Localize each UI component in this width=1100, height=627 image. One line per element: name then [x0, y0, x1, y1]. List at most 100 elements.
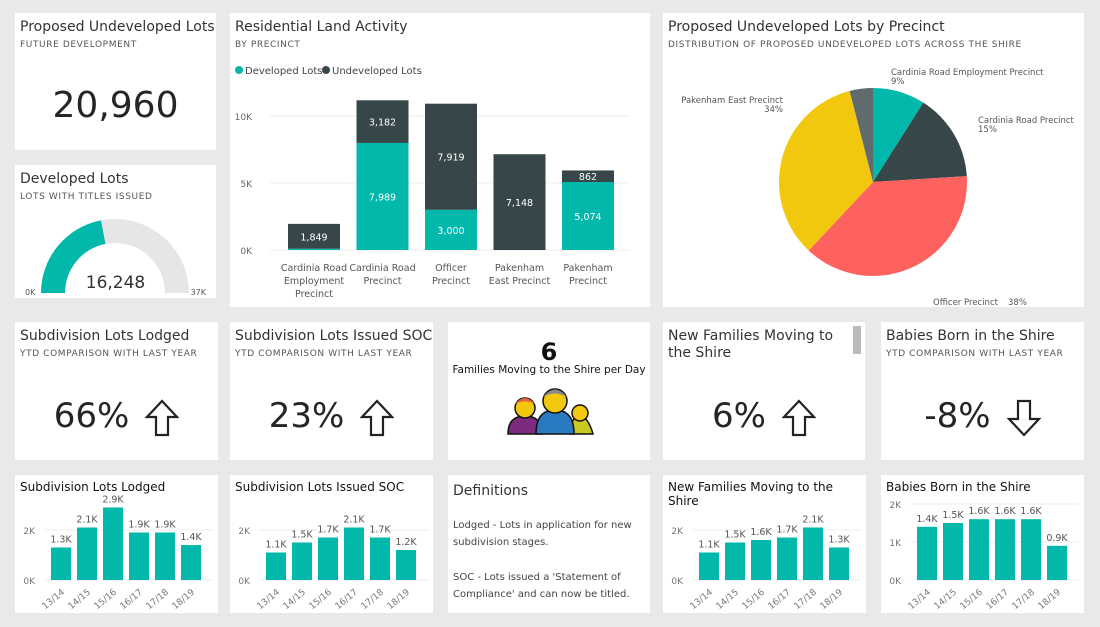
x-tick-label: 18/19: [819, 587, 846, 612]
bar-developed: [356, 142, 409, 250]
bar-developed: [288, 248, 340, 250]
definitions-card[interactable]: Definitions Lodged - Lots in application…: [448, 475, 650, 613]
y-tick-label: 0K: [671, 577, 684, 587]
families-value: 6: [540, 338, 558, 366]
data-label: 1.9K: [128, 520, 150, 531]
bar-developed: [425, 209, 477, 250]
bar-chart: 0K 2K 1.1K 13/14 1.5K 14/15 1.7K 15/16 2.1K 16/17…: [238, 515, 428, 612]
proposed-lots-card[interactable]: Proposed Undeveloped Lots FUTURE DEVELOP…: [15, 13, 216, 150]
bar-chart-card[interactable]: Babies Born in the Shire 0K 1K 2K 1.4K 13/14 1…: [881, 475, 1084, 613]
x-tick-label: Pakenham: [563, 263, 612, 274]
families-per-day-card[interactable]: 6 Families Moving to the Shire per Day: [448, 322, 650, 460]
arrow-up-icon: [781, 398, 816, 436]
bar: [155, 532, 175, 580]
x-tick-label: 16/17: [334, 588, 360, 612]
card-subtitle: YTD COMPARISON WITH LAST YEAR: [20, 349, 198, 359]
data-label: 7,919: [437, 153, 464, 164]
y-tick-label: 10K: [235, 113, 253, 123]
data-label: 2.1K: [76, 515, 98, 526]
bar-chart-card[interactable]: New Families Moving to the Shire 0K 2K 1.1K…: [663, 475, 866, 613]
bar-chart: 0K 2K 1.1K 13/14 1.5K 14/15 1.6K 15/16 1.7K 16/17…: [671, 515, 861, 612]
y-tick-label: 1K: [889, 539, 902, 549]
arrow-up-icon: [360, 398, 395, 436]
x-tick-label: East Precinct: [489, 276, 551, 287]
gauge-value: 16,248: [85, 273, 146, 293]
precinct-pie-card[interactable]: Proposed Undeveloped Lots by Precinct DI…: [663, 13, 1084, 307]
bar-undeveloped: [288, 223, 340, 249]
card-subtitle: DISTRIBUTION OF PROPOSED UNDEVELOPED LOT…: [668, 40, 1022, 50]
legend-marker: [235, 66, 243, 74]
card-value: 20,960: [52, 85, 179, 126]
x-tick-label: 18/19: [171, 587, 198, 612]
y-tick-label: 0K: [238, 577, 251, 587]
bar: [77, 527, 97, 580]
bar: [51, 547, 71, 580]
y-tick-label: 2K: [23, 527, 36, 537]
bar: [129, 532, 149, 580]
x-tick-label: Employment: [284, 276, 344, 287]
x-tick-label: 16/17: [119, 588, 145, 612]
slice-name: Officer Precinct: [933, 298, 999, 307]
data-label: 3,182: [369, 118, 396, 129]
developed-lots-card[interactable]: Developed Lots LOTS WITH TITLES ISSUED 1…: [15, 165, 216, 298]
bar: [969, 519, 989, 580]
bar: [266, 552, 286, 580]
x-tick-label: 16/17: [985, 588, 1011, 612]
card-title: Babies Born in the Shire: [886, 328, 1055, 344]
data-label: 1.6K: [968, 506, 990, 517]
kpi-card[interactable]: Babies Born in the Shire YTD COMPARISON W…: [881, 322, 1084, 460]
pie-slice: [779, 90, 873, 251]
bar-chart: 0K 1K 2K 1.4K 13/14 1.5K 14/15 1.6K 15/16 1.6K 16/…: [889, 501, 1079, 612]
kpi-card[interactable]: Subdivision Lots Issued SOC YTD COMPARISO…: [230, 322, 433, 460]
chart-title: Subdivision Lots Issued SOC: [235, 480, 405, 494]
x-tick-label: 17/18: [793, 587, 820, 612]
bar: [344, 527, 364, 580]
family-icon: [507, 388, 594, 435]
x-tick-label: 15/16: [741, 587, 768, 612]
x-tick-label: Precinct: [569, 276, 607, 287]
x-tick-label: Precinct: [295, 289, 333, 300]
data-label: 1.6K: [1020, 506, 1042, 517]
slice-pct: 38%: [1008, 298, 1027, 307]
x-tick-label: 14/15: [715, 588, 741, 612]
kpi-value: 66%: [53, 396, 130, 436]
bar-chart-card[interactable]: Subdivision Lots Issued SOC 0K 2K 1.1K 13/14…: [230, 475, 433, 613]
bar: [370, 537, 390, 580]
card-subtitle: YTD COMPARISON WITH LAST YEAR: [886, 349, 1064, 359]
data-label: 2.1K: [343, 515, 365, 526]
data-label: 1.4K: [180, 532, 202, 543]
residential-land-activity-card[interactable]: Residential Land Activity BY PRECINCT De…: [230, 13, 650, 307]
families-label: Families Moving to the Shire per Day: [452, 364, 646, 376]
x-tick-label: 14/15: [933, 588, 959, 612]
x-tick-label: Precinct: [432, 276, 470, 287]
x-tick-label: 13/14: [689, 587, 716, 612]
card-title: Proposed Undeveloped Lots: [20, 19, 215, 35]
x-tick-label: 13/14: [907, 587, 934, 612]
data-label: 1.5K: [724, 530, 746, 541]
legend-label: Undeveloped Lots: [332, 66, 422, 77]
bar: [699, 552, 719, 580]
slice-pct: 9%: [891, 77, 905, 87]
kpi-card[interactable]: New Families Moving to the Shire 6%: [663, 322, 865, 460]
bar-chart-card[interactable]: Subdivision Lots Lodged 0K 2K 1.3K 13/14 2.1K…: [15, 475, 218, 613]
data-label: 0.9K: [1046, 533, 1068, 544]
x-tick-label: 17/18: [1011, 587, 1038, 612]
stacked-bar-chart: Developed Lots Undeveloped Lots 0K 5K 10K 1,8…: [235, 66, 630, 300]
bar: [181, 545, 201, 580]
data-label: 1.7K: [317, 525, 339, 536]
card-subtitle: FUTURE DEVELOPMENT: [20, 40, 137, 50]
arrow-up-icon: [145, 398, 180, 436]
bar: [292, 542, 312, 580]
chart-title: Babies Born in the Shire: [886, 480, 1031, 494]
bar: [1021, 519, 1041, 580]
card-title: Residential Land Activity: [235, 19, 408, 35]
bar-chart: 0K 2K 1.3K 13/14 2.1K 14/15 2.9K 15/16 1.9K 16/17…: [23, 495, 213, 612]
gauge-min: 0K: [25, 288, 36, 297]
kpi-card[interactable]: Subdivision Lots Lodged YTD COMPARISON WI…: [15, 322, 218, 460]
slice-name: Cardinia Road Precinct: [978, 116, 1075, 126]
bar-undeveloped: [425, 103, 477, 210]
definition-soc: SOC - Lots issued a 'Statement of Compli…: [453, 572, 630, 600]
data-label: 862: [579, 172, 597, 183]
bar-undeveloped: [356, 100, 409, 143]
scrollbar[interactable]: [853, 326, 861, 354]
